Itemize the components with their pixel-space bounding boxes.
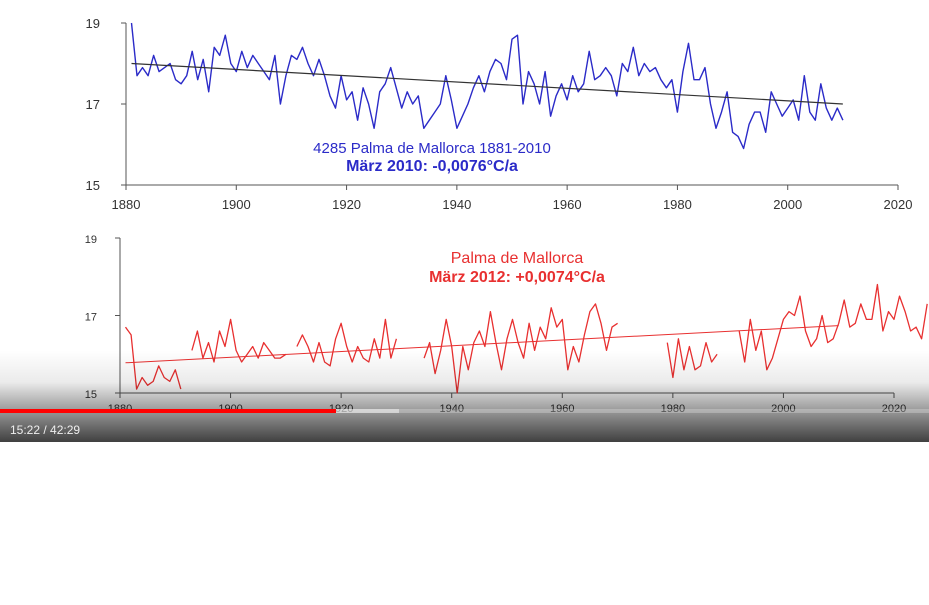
x-tick-label: 2020 [884, 197, 913, 212]
time-separator: / [40, 423, 51, 437]
y-tick-label: 17 [85, 312, 97, 324]
trend-line [131, 62, 843, 105]
x-tick-label: 2000 [773, 197, 802, 212]
chart-subtitle: März 2010: -0,0076°C/a [346, 158, 518, 175]
chart-2: 15171918801900192019401960198020002020Pa… [85, 234, 928, 415]
played-bar [0, 409, 336, 413]
y-tick-label: 17 [86, 97, 100, 112]
x-tick-label: 1980 [663, 197, 692, 212]
y-tick-label: 15 [85, 389, 97, 401]
x-tick-label: 1880 [112, 197, 141, 212]
y-tick-label: 15 [86, 178, 100, 193]
chart-title: 4285 Palma de Mallorca 1881-2010 [313, 140, 551, 157]
current-time: 15:22 [10, 423, 41, 437]
series-line [124, 283, 928, 394]
video-progress-bar[interactable] [0, 409, 929, 413]
x-tick-label: 1960 [553, 197, 582, 212]
chart-1: 15 17 19 1880 1900 1920 1940 1960 1980 2000 2020 42… [86, 16, 913, 212]
x-tick-label: 1920 [332, 197, 361, 212]
x-tick-label: 1900 [222, 197, 251, 212]
time-display: 15:22 / 42:29 [10, 423, 80, 437]
y-tick-label: 19 [85, 234, 97, 246]
y-tick-label: 19 [86, 16, 100, 31]
series-line [130, 22, 844, 150]
chart-subtitle: März 2012: +0,0074°C/a [429, 269, 605, 286]
duration: 42:29 [50, 423, 81, 437]
chart-title: Palma de Mallorca [451, 250, 584, 267]
x-tick-label: 1940 [442, 197, 471, 212]
